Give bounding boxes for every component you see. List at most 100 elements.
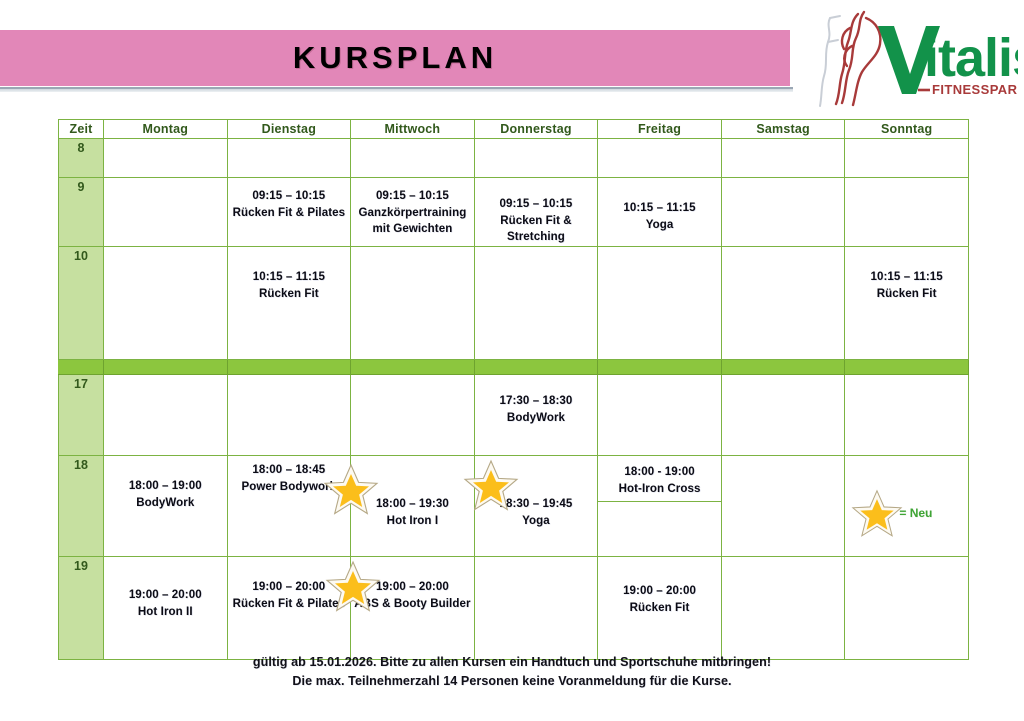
class-time: 10:15 – 11:15: [252, 271, 325, 283]
cell-dienstag-18[interactable]: 18:00 – 18:45 Power Bodywork: [226, 455, 352, 557]
class-entry: 18:00 – 19:30 Hot Iron I: [351, 496, 474, 529]
class-entry: 18:00 - 19:00 Hot-Iron Cross: [598, 456, 721, 497]
legend-new: = Neu: [851, 488, 932, 538]
cell-samstag-17[interactable]: [720, 374, 846, 456]
cell-dienstag-17[interactable]: [226, 374, 352, 456]
logo-wordmark: italis: [878, 26, 1018, 94]
cell-samstag-18[interactable]: [720, 455, 846, 557]
row-hour-label: 8: [58, 138, 104, 178]
cell-donnerstag-18[interactable]: 18:30 – 19:45 Yoga: [463, 455, 599, 557]
cell-mittwoch-18[interactable]: 18:00 – 19:30 Hot Iron I: [323, 455, 475, 557]
class-name: Power Bodywork: [241, 480, 337, 493]
class-entry: 19:00 – 20:00 Rücken Fit & Pilates: [228, 579, 351, 612]
cell-mittwoch-17[interactable]: [350, 374, 475, 456]
cell-donnerstag-8[interactable]: [473, 138, 599, 178]
class-time: 10:15 – 11:15: [623, 202, 696, 214]
footer-line-2: Die max. Teilnehmerzahl 14 Personen kein…: [292, 674, 732, 688]
class-name: Ganzkörpertraining mit Gewichten: [358, 206, 467, 236]
column-header-samstag: Samstag: [720, 119, 846, 139]
cell-sonntag-8[interactable]: [844, 138, 969, 178]
class-name: Hot Iron I: [386, 514, 439, 527]
cell-freitag-17[interactable]: [597, 374, 722, 456]
cell-dienstag-9[interactable]: 09:15 – 10:15 Rücken Fit & Pilates: [226, 177, 352, 247]
cell-donnerstag-19[interactable]: [473, 556, 599, 660]
cell-freitag-8[interactable]: [597, 138, 722, 178]
cell-donnerstag-9[interactable]: 09:15 – 10:15 Rücken Fit & Stretching: [473, 177, 599, 247]
header-divider: [0, 87, 793, 92]
cell-dienstag-19[interactable]: 19:00 – 20:00 Rücken Fit & Pilates: [226, 556, 352, 660]
class-time: 18:00 – 18:45: [252, 464, 326, 476]
column-header-mittwoch: Mittwoch: [350, 119, 475, 139]
separator-cell: [473, 359, 599, 375]
cell-mittwoch-9[interactable]: 09:15 – 10:15 Ganzkörpertraining mit Gew…: [350, 177, 475, 247]
class-time: 18:00 – 19:00: [128, 480, 202, 492]
class-entry: 18:00 – 18:45 Power Bodywork: [228, 462, 351, 495]
page-title: KURSPLAN: [292, 40, 498, 75]
cell-sonntag-17[interactable]: [844, 374, 969, 456]
column-header-zeit: Zeit: [58, 119, 104, 139]
cell-dienstag-8[interactable]: [226, 138, 352, 178]
cell-mittwoch-19[interactable]: 19:00 – 20:00 ABS & Booty Builder: [325, 556, 475, 660]
separator-cell: [720, 359, 846, 375]
column-header-montag: Montag: [103, 119, 228, 139]
svg-text:italis: italis: [924, 28, 1018, 88]
footer-line-1: gültig ab 15.01.2026. Bitte zu allen Kur…: [252, 655, 772, 669]
separator-cell: [58, 359, 104, 375]
class-entry: 09:15 – 10:15 Rücken Fit & Stretching: [475, 196, 598, 246]
cell-montag-9[interactable]: [103, 177, 228, 247]
row-hour-label: 9: [58, 177, 104, 247]
cell-montag-18[interactable]: 18:00 – 19:00 BodyWork: [103, 455, 228, 557]
cell-sonntag-19[interactable]: [844, 556, 969, 660]
class-time: 09:15 – 10:15: [252, 190, 326, 202]
logo-figure-outline-icon: [819, 15, 841, 107]
table-row-hour-10: 10 10:15 – 11:15 Rücken Fit 10:15 – 11:1…: [58, 246, 969, 360]
class-time: 09:15 – 10:15: [375, 190, 449, 202]
cell-mittwoch-10[interactable]: [350, 246, 475, 360]
table-row-hour-8: 8: [58, 138, 969, 178]
class-entry: 19:00 – 20:00 ABS & Booty Builder: [351, 579, 474, 612]
class-name: Hot Iron II: [137, 605, 193, 618]
class-entry: 19:00 – 20:00 Rücken Fit: [598, 583, 721, 616]
cell-montag-8[interactable]: [103, 138, 228, 178]
legend-label: = Neu: [899, 506, 933, 520]
cell-donnerstag-10[interactable]: [473, 246, 599, 360]
cell-montag-10[interactable]: [103, 246, 228, 360]
table-separator-row: [58, 359, 969, 375]
cell-freitag-10[interactable]: [597, 246, 722, 360]
star-icon: [851, 488, 903, 538]
separator-cell: [597, 359, 722, 375]
separator-cell: [844, 359, 969, 375]
row-hour-label: 19: [58, 556, 104, 660]
cell-freitag-18[interactable]: 18:00 - 19:00 Hot-Iron Cross: [597, 455, 722, 557]
cell-montag-19[interactable]: 19:00 – 20:00 Hot Iron II: [103, 556, 228, 660]
cell-montag-17[interactable]: [103, 374, 228, 456]
cell-sonntag-10[interactable]: 10:15 – 11:15 Rücken Fit: [844, 246, 969, 360]
cell-samstag-19[interactable]: [720, 556, 846, 660]
cell-samstag-8[interactable]: [720, 138, 846, 178]
class-name: Rücken Fit: [876, 287, 937, 300]
cell-donnerstag-17[interactable]: 17:30 – 18:30 BodyWork: [473, 374, 599, 456]
row-hour-label: 10: [58, 246, 104, 360]
row-hour-label: 18: [58, 455, 104, 557]
cell-freitag-19[interactable]: 19:00 – 20:00 Rücken Fit: [597, 556, 722, 660]
class-entry: 17:30 – 18:30 BodyWork: [475, 393, 598, 426]
cell-dienstag-10[interactable]: 10:15 – 11:15 Rücken Fit: [226, 246, 352, 360]
cell-sonntag-9[interactable]: [844, 177, 969, 247]
class-name: Rücken Fit: [629, 601, 690, 614]
class-time: 19:00 – 20:00: [128, 589, 202, 601]
class-entry: 18:30 – 19:45 Yoga: [475, 496, 598, 529]
cell-samstag-9[interactable]: [720, 177, 846, 247]
cell-samstag-10[interactable]: [720, 246, 846, 360]
class-time: 18:00 – 19:30: [375, 498, 449, 510]
class-entry: 19:00 – 20:00 Hot Iron II: [104, 587, 227, 620]
column-header-donnerstag: Donnerstag: [473, 119, 599, 139]
cell-sonntag-18[interactable]: = Neu: [844, 455, 969, 557]
class-entry: 10:15 – 11:15 Yoga: [598, 200, 721, 233]
freitag-18-upper-slot: 18:00 - 19:00 Hot-Iron Cross: [598, 456, 721, 502]
cell-freitag-9[interactable]: 10:15 – 11:15 Yoga: [597, 177, 722, 247]
class-time: 10:15 – 11:15: [870, 271, 943, 283]
cell-mittwoch-8[interactable]: [350, 138, 475, 178]
table-row-hour-19: 19 19:00 – 20:00 Hot Iron II 19:00 – 20:…: [58, 556, 969, 660]
table-header-row: Zeit Montag Dienstag Mittwoch Donnerstag…: [58, 119, 969, 139]
class-entry: 09:15 – 10:15 Rücken Fit & Pilates: [228, 188, 351, 221]
